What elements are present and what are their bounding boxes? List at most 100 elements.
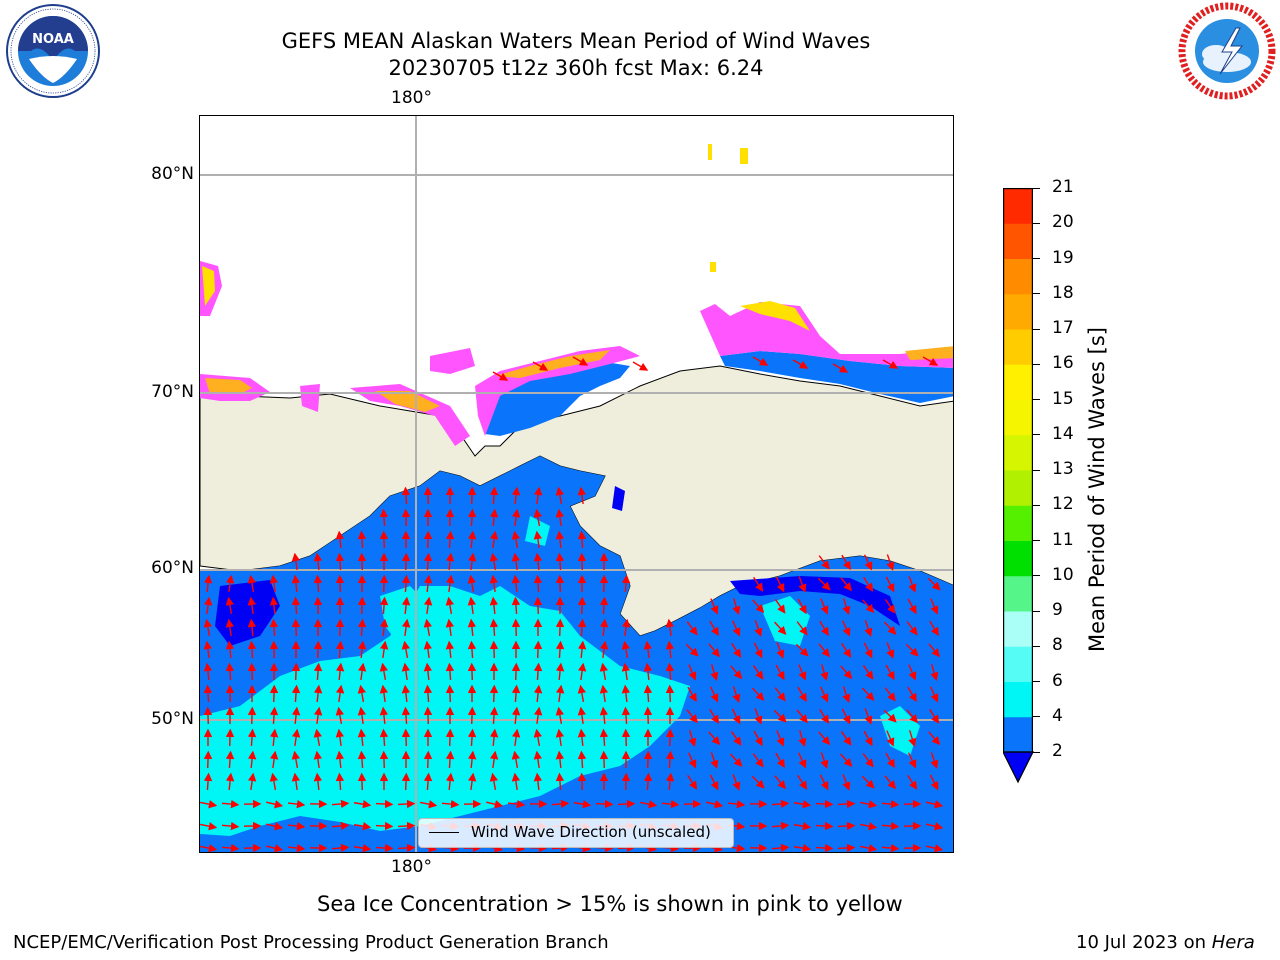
wind-wave-arrow (709, 708, 720, 724)
wind-wave-arrow (710, 752, 719, 769)
wind-wave-arrow (423, 706, 433, 725)
wind-wave-arrow (599, 596, 609, 615)
wind-wave-arrow (401, 574, 411, 593)
wind-wave-arrow (929, 620, 939, 637)
wind-wave-arrow (621, 662, 631, 681)
colorbar-tick-mark (1033, 399, 1040, 400)
wind-wave-arrow (599, 750, 609, 769)
wind-wave-arrow (532, 361, 549, 371)
wind-wave-arrow (467, 530, 477, 549)
wind-wave-arrow (815, 799, 834, 809)
wind-wave-arrow (225, 662, 235, 681)
wind-wave-arrow (467, 640, 477, 659)
wind-wave-arrow (793, 822, 812, 831)
wind-wave-arrow (423, 640, 433, 659)
wind-wave-arrow (752, 599, 765, 614)
wind-wave-arrow (860, 800, 878, 809)
wind-wave-arrow (291, 706, 301, 725)
wind-wave-arrow (928, 643, 940, 658)
colorbar-tick-mark (1033, 222, 1040, 224)
wind-wave-arrow (357, 618, 367, 637)
wind-wave-arrow (832, 363, 849, 373)
wind-wave-arrow (907, 774, 918, 790)
wind-wave-arrow (401, 552, 411, 571)
colorbar-frame (1003, 188, 1033, 753)
wind-wave-arrow (423, 684, 433, 703)
wind-wave-arrow (551, 799, 570, 809)
wind-wave-arrow (357, 750, 367, 769)
wind-wave-arrow (511, 750, 520, 769)
wind-wave-arrow (221, 843, 240, 852)
wind-wave-arrow (840, 577, 852, 592)
wind-wave-arrow (357, 772, 367, 791)
colorbar-tick-label: 16 (1052, 353, 1074, 374)
wind-wave-arrow (397, 799, 416, 809)
wind-wave-arrow (643, 772, 653, 791)
wind-wave-arrow (441, 799, 460, 809)
wind-wave-arrow (269, 772, 278, 791)
wind-wave-arrow (926, 822, 944, 831)
wind-wave-arrow (577, 772, 587, 791)
wind-wave-arrow (247, 618, 257, 637)
map-panel (199, 115, 954, 853)
wind-wave-arrow (727, 799, 746, 809)
wind-wave-arrow (577, 486, 587, 505)
wind-wave-arrow (379, 706, 389, 725)
wind-wave-arrow (688, 664, 697, 681)
wind-wave-arrow (771, 799, 790, 809)
wind-wave-arrow (751, 775, 765, 789)
wind-wave-arrow (511, 772, 521, 791)
colorbar-tick-label: 14 (1052, 423, 1074, 444)
wind-wave-arrow (379, 508, 389, 527)
wind-wave-arrow (397, 843, 416, 852)
wind-wave-arrow (511, 662, 521, 681)
chart-title: GEFS MEAN Alaskan Waters Mean Period of … (281, 29, 871, 53)
wind-wave-arrow (423, 618, 432, 637)
wind-wave-arrow (533, 508, 542, 527)
wind-wave-arrow (774, 599, 786, 614)
wind-wave-arrow (665, 684, 675, 703)
wind-wave-arrow (511, 574, 521, 593)
footer-date-text: 10 Jul 2023 on (1076, 932, 1212, 953)
wind-wave-arrow (291, 574, 301, 593)
wind-wave-arrow (818, 555, 830, 570)
wind-wave-arrow (401, 486, 411, 505)
colorbar-band (1003, 434, 1033, 471)
wind-wave-arrow (862, 753, 874, 768)
colorbar-tick-mark (1033, 293, 1040, 295)
wind-wave-arrow (511, 486, 521, 505)
wind-wave-arrow (335, 618, 345, 637)
wind-wave-arrow (489, 640, 499, 659)
wind-wave-arrow (313, 750, 323, 769)
wind-wave-arrow (335, 684, 345, 703)
wind-wave-arrow (883, 709, 897, 723)
wind-wave-arrow (837, 799, 856, 809)
wind-wave-arrow (881, 799, 900, 809)
wind-wave-arrow (533, 530, 543, 549)
wind-wave-arrow (798, 730, 807, 747)
wind-wave-arrow (775, 752, 785, 769)
wind-wave-arrow (555, 684, 565, 703)
wind-wave-arrow (730, 731, 742, 746)
footer-date: 10 Jul 2023 on Hera (1076, 932, 1255, 953)
wind-wave-arrow (577, 530, 587, 549)
wind-wave-arrow (555, 750, 565, 769)
wind-wave-arrow (533, 750, 543, 769)
wind-wave-arrow (820, 752, 829, 769)
wind-wave-arrow (796, 621, 808, 636)
wind-wave-arrow (335, 750, 345, 769)
wind-wave-arrow (357, 640, 367, 659)
wind-wave-arrow (489, 684, 499, 703)
wind-wave-arrow (533, 596, 543, 615)
wind-wave-arrow (661, 799, 680, 809)
footer-host: Hera (1211, 932, 1255, 953)
wind-wave-arrow (863, 576, 874, 592)
wind-wave-arrow (266, 800, 284, 809)
wind-wave-arrow (774, 687, 786, 702)
wind-wave-arrow (489, 574, 499, 593)
wind-wave-arrow (489, 596, 499, 615)
wind-wave-arrow (225, 728, 235, 747)
wind-wave-arrow (247, 706, 257, 725)
wind-wave-arrow (313, 552, 323, 571)
wind-wave-arrow (335, 552, 345, 571)
